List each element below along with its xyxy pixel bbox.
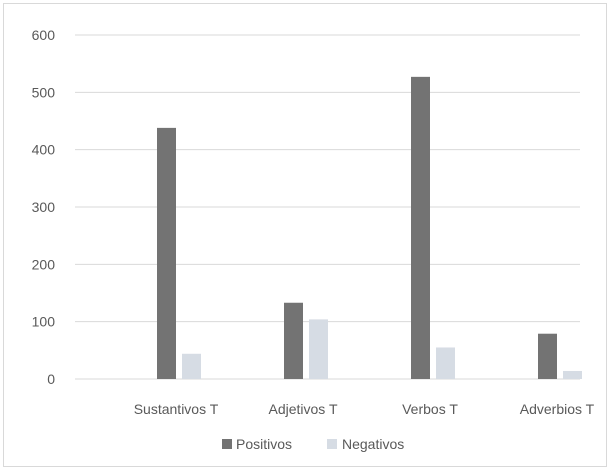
chart-frame — [3, 3, 607, 467]
y-tick-label: 300 — [32, 199, 56, 215]
y-axis-ticks: 0 100 200 300 400 500 600 — [32, 27, 56, 387]
legend-label-negativos: Negativos — [342, 436, 404, 452]
bar-negativos-2 — [436, 347, 455, 379]
x-tick-label: Verbos T — [402, 401, 458, 417]
x-tick-label: Adverbios T — [520, 401, 595, 417]
bar-positivos-3 — [538, 333, 557, 379]
legend: Positivos Negativos — [222, 436, 404, 452]
x-axis-labels: Sustantivos T Adjetivos T Verbos T Adverbio… — [134, 401, 595, 417]
x-tick-label: Adjetivos T — [269, 401, 338, 417]
y-tick-label: 0 — [47, 371, 55, 387]
bar-positivos-2 — [411, 76, 430, 379]
bars — [157, 76, 582, 379]
bar-positivos-0 — [157, 127, 176, 379]
legend-label-positivos: Positivos — [236, 436, 292, 452]
bar-negativos-1 — [309, 319, 328, 379]
bar-negativos-0 — [182, 353, 201, 379]
y-tick-label: 200 — [32, 256, 56, 272]
x-tick-label: Sustantivos T — [134, 401, 219, 417]
y-tick-label: 600 — [32, 27, 56, 43]
y-tick-label: 100 — [32, 314, 56, 330]
y-tick-label: 400 — [32, 142, 56, 158]
y-tick-label: 500 — [32, 84, 56, 100]
bar-negativos-3 — [563, 370, 582, 379]
legend-swatch-negativos — [327, 439, 337, 449]
bar-positivos-1 — [284, 302, 303, 379]
legend-swatch-positivos — [222, 439, 232, 449]
